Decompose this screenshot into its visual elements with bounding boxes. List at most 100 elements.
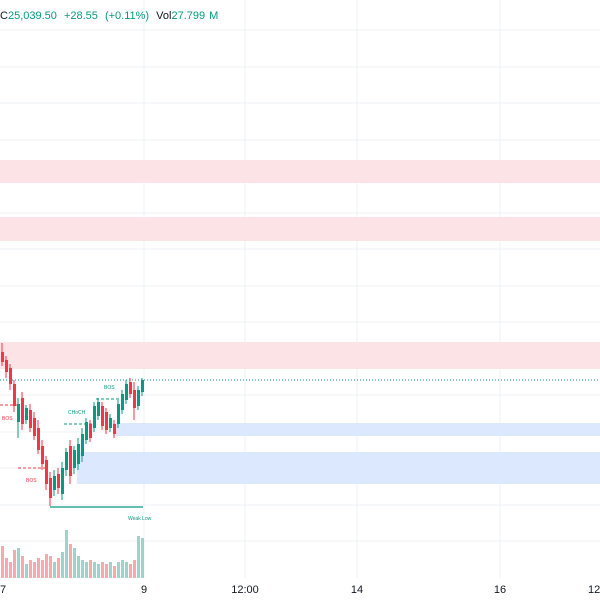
volume-bar xyxy=(117,562,120,578)
volume-value: 27.799 xyxy=(171,10,206,22)
volume-bars xyxy=(1,530,144,578)
candle xyxy=(105,408,108,434)
candle xyxy=(65,448,68,476)
candle xyxy=(33,412,36,440)
candle xyxy=(97,398,100,420)
price-legend: C25,039.50 +28.55 (+0.11%) Vol27.799 M xyxy=(0,9,222,23)
volume-bar xyxy=(125,562,128,578)
volume-bar xyxy=(29,560,32,578)
candle xyxy=(89,420,92,442)
candles xyxy=(1,343,144,506)
candle xyxy=(109,414,112,432)
candle xyxy=(29,404,32,432)
volume-bar xyxy=(25,564,28,578)
volume-bar xyxy=(53,562,56,578)
volume-bar xyxy=(1,546,4,578)
change-value: +28.55 xyxy=(63,10,98,22)
bos-label: BOS xyxy=(2,416,13,422)
candle xyxy=(17,398,20,438)
time-label: 9 xyxy=(141,584,147,596)
volume-bar xyxy=(89,560,92,578)
candle xyxy=(61,462,64,500)
volume-bar xyxy=(105,564,108,578)
bos-label: BOS xyxy=(26,478,37,484)
candle xyxy=(9,364,12,390)
time-label: 12:00 xyxy=(231,584,259,596)
volume-bar xyxy=(5,558,8,578)
candle xyxy=(141,378,144,396)
volume-bar xyxy=(9,562,12,578)
change-percent: (+0.11%) xyxy=(104,10,150,22)
candle xyxy=(45,456,48,490)
time-label: 7 xyxy=(0,584,6,596)
candle xyxy=(37,420,40,454)
candle xyxy=(125,380,128,404)
volume-bar xyxy=(121,560,124,578)
volume-bar xyxy=(41,560,44,578)
volume-label: Vol xyxy=(156,10,172,22)
candle xyxy=(69,440,72,484)
time-label: 12 xyxy=(588,584,600,596)
candle xyxy=(129,378,132,398)
volume-bar xyxy=(13,550,16,578)
volume-bar xyxy=(49,556,52,578)
supply-zone-2 xyxy=(0,217,600,241)
candle xyxy=(21,392,24,430)
volume-bar xyxy=(81,560,84,578)
candle xyxy=(117,400,120,428)
candle xyxy=(5,356,8,378)
choch-label: CHoCH xyxy=(68,410,86,416)
candle xyxy=(81,428,84,462)
candle xyxy=(73,446,76,474)
candle xyxy=(85,418,88,444)
volume-bar xyxy=(101,562,104,578)
volume-bar xyxy=(73,548,76,578)
grid xyxy=(0,0,600,578)
volume-bar xyxy=(61,552,64,578)
time-axis[interactable]: 7 9 12:00 14 16 12 xyxy=(0,584,600,596)
volume-bar xyxy=(133,560,136,578)
volume-bar xyxy=(93,562,96,578)
volume-bar xyxy=(37,558,40,578)
candle xyxy=(137,386,140,410)
volume-bar xyxy=(69,544,72,578)
close-prefix: C xyxy=(0,10,8,22)
candle xyxy=(133,382,136,420)
candle xyxy=(53,470,56,496)
time-label: 16 xyxy=(494,584,506,596)
volume-bar xyxy=(113,566,116,578)
candle xyxy=(121,390,124,414)
volume-bar xyxy=(17,548,20,578)
volume-bar xyxy=(85,562,88,578)
bos-label: BOS xyxy=(104,385,115,391)
volume-bar xyxy=(129,564,132,578)
close-value: 25,039.50 xyxy=(7,10,57,22)
volume-bar xyxy=(77,556,80,578)
candle xyxy=(1,343,4,366)
volume-bar xyxy=(141,538,144,578)
volume-bar xyxy=(97,564,100,578)
demand-zone-1 xyxy=(113,423,600,436)
candle xyxy=(13,380,16,412)
time-label: 14 xyxy=(351,584,363,596)
volume-bar xyxy=(21,556,24,578)
volume-bar xyxy=(45,554,48,578)
supply-zone-3 xyxy=(0,342,600,369)
demand-zone-2 xyxy=(77,452,600,484)
volume-bar xyxy=(137,536,140,578)
candle xyxy=(77,438,80,470)
candle xyxy=(57,468,60,494)
volume-suffix: M xyxy=(209,10,219,22)
volume-bar xyxy=(109,562,112,578)
volume-bar xyxy=(57,558,60,578)
candle xyxy=(101,402,104,430)
candle xyxy=(93,402,96,432)
candle xyxy=(25,405,28,424)
supply-zone-1 xyxy=(0,160,600,183)
weak-low-label: Weak Low xyxy=(128,516,152,522)
volume-bar xyxy=(33,562,36,578)
candle xyxy=(113,420,116,438)
volume-bar xyxy=(65,530,68,578)
